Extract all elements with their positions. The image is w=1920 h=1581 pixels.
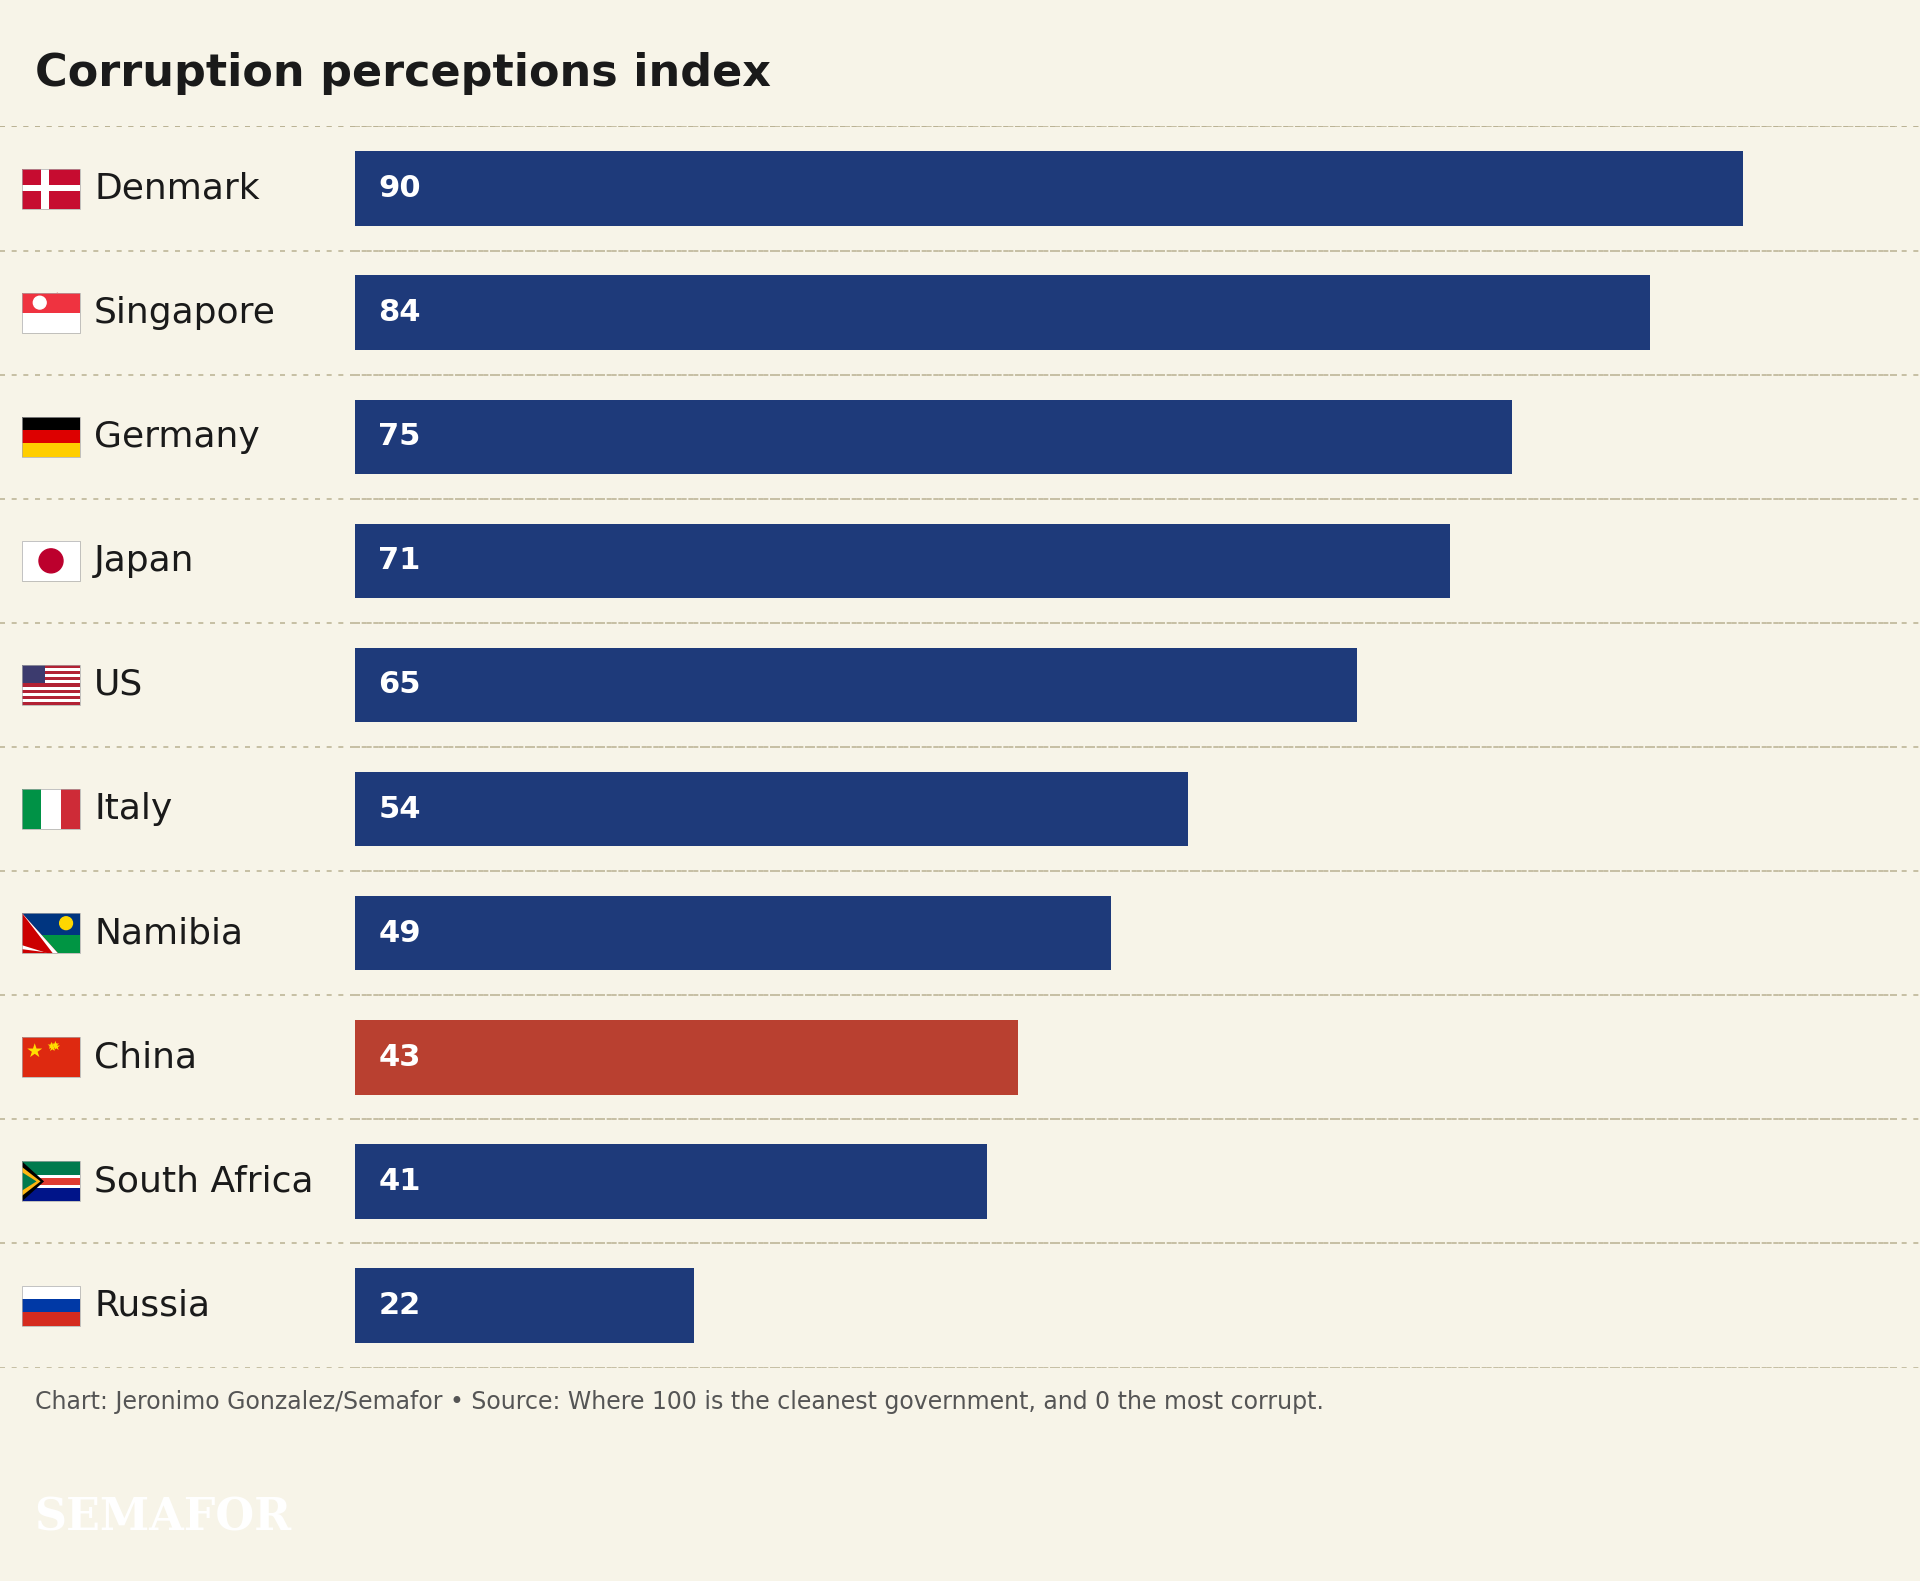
Bar — [42, 789, 61, 828]
Text: Singapore: Singapore — [94, 296, 276, 330]
Bar — [21, 914, 81, 953]
Bar — [21, 696, 81, 699]
Bar — [21, 666, 81, 669]
Bar — [21, 1037, 81, 1077]
Bar — [21, 1187, 81, 1202]
Bar — [21, 541, 81, 580]
Polygon shape — [21, 1162, 44, 1202]
Bar — [355, 523, 1450, 598]
Text: Namibia: Namibia — [94, 915, 244, 950]
Bar — [21, 674, 81, 677]
Bar — [21, 936, 81, 953]
Bar — [21, 1285, 81, 1300]
Text: 54: 54 — [378, 795, 420, 824]
Bar — [21, 185, 81, 191]
Bar — [40, 169, 48, 209]
Bar — [21, 430, 81, 443]
Bar — [21, 669, 81, 670]
Bar — [21, 169, 81, 209]
Bar — [21, 1285, 81, 1325]
Text: 41: 41 — [378, 1167, 420, 1195]
Text: ★: ★ — [48, 1042, 56, 1053]
Bar — [21, 789, 81, 828]
Text: Germany: Germany — [94, 419, 259, 454]
Bar — [21, 666, 81, 705]
Bar — [355, 400, 1511, 474]
Circle shape — [33, 296, 46, 308]
Text: 90: 90 — [378, 174, 420, 202]
Text: Denmark: Denmark — [94, 171, 259, 206]
Bar — [21, 313, 81, 332]
Bar — [21, 1175, 81, 1187]
Text: 43: 43 — [378, 1043, 420, 1072]
Bar — [21, 914, 81, 953]
Polygon shape — [21, 914, 58, 953]
Polygon shape — [21, 914, 52, 953]
Bar — [355, 648, 1357, 723]
Bar — [355, 1268, 695, 1342]
Text: 84: 84 — [378, 299, 420, 327]
Text: Corruption perceptions index: Corruption perceptions index — [35, 52, 770, 95]
Polygon shape — [21, 1172, 36, 1190]
Bar — [21, 699, 81, 702]
Bar — [21, 1162, 81, 1202]
Bar — [21, 1037, 81, 1077]
Bar — [21, 666, 46, 683]
Bar — [21, 670, 81, 674]
Bar — [61, 789, 81, 828]
Text: ★: ★ — [27, 1042, 44, 1061]
Bar — [355, 1145, 987, 1219]
Bar — [21, 689, 81, 692]
Bar — [21, 686, 81, 689]
Bar — [21, 680, 81, 683]
Text: ★: ★ — [46, 297, 52, 304]
Bar — [355, 275, 1651, 349]
Text: Japan: Japan — [94, 544, 194, 579]
Bar — [21, 702, 81, 705]
Bar — [21, 1178, 81, 1184]
Bar — [355, 896, 1110, 971]
Text: South Africa: South Africa — [94, 1164, 313, 1198]
Bar — [21, 443, 81, 457]
Bar — [21, 1312, 81, 1325]
Text: 75: 75 — [378, 422, 420, 451]
Bar — [21, 1300, 81, 1312]
Bar — [21, 1162, 81, 1175]
Text: 22: 22 — [378, 1292, 420, 1320]
Polygon shape — [21, 914, 58, 953]
Bar — [21, 677, 81, 680]
Circle shape — [38, 549, 63, 572]
Text: 65: 65 — [378, 670, 420, 699]
Text: ★: ★ — [50, 307, 56, 311]
Text: ★: ★ — [50, 1040, 60, 1050]
Text: SEMAFOR: SEMAFOR — [35, 1496, 292, 1540]
Polygon shape — [21, 1167, 40, 1195]
Text: Chart: Jeronimo Gonzalez/Semafor • Source: Where 100 is the cleanest government,: Chart: Jeronimo Gonzalez/Semafor • Sourc… — [35, 1390, 1323, 1415]
Circle shape — [27, 294, 44, 310]
Text: ★: ★ — [58, 307, 65, 311]
Bar — [21, 417, 81, 457]
Text: Russia: Russia — [94, 1289, 209, 1323]
Bar — [21, 789, 42, 828]
Text: Italy: Italy — [94, 792, 173, 827]
Circle shape — [60, 917, 73, 930]
Bar — [21, 683, 81, 686]
Bar — [21, 417, 81, 430]
Text: 49: 49 — [378, 919, 420, 947]
Bar — [21, 169, 81, 209]
Text: ★: ★ — [61, 297, 67, 304]
Text: 71: 71 — [378, 547, 420, 575]
Bar — [21, 541, 81, 580]
Bar — [355, 152, 1743, 226]
Text: ★: ★ — [46, 1040, 56, 1050]
Bar — [355, 1020, 1018, 1094]
Text: China: China — [94, 1040, 198, 1075]
Bar — [21, 292, 81, 313]
Bar — [21, 292, 81, 332]
Text: US: US — [94, 667, 144, 702]
Text: ★: ★ — [54, 291, 60, 297]
Bar — [21, 692, 81, 696]
Text: ★: ★ — [52, 1042, 60, 1051]
Bar — [355, 772, 1188, 846]
